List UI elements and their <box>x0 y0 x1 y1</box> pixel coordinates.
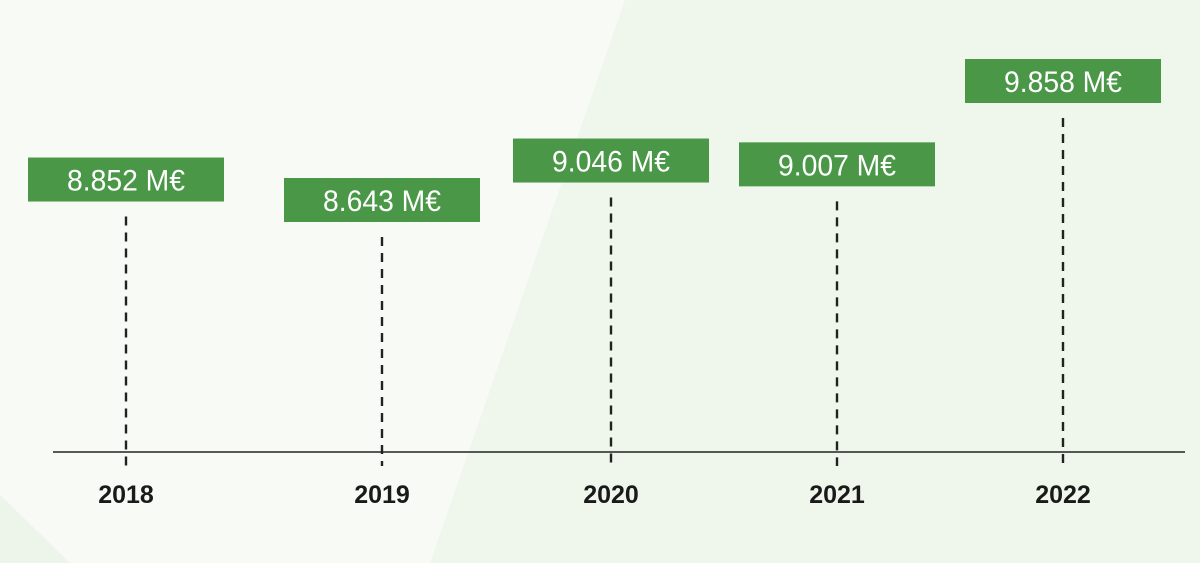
value-box-2022 <box>965 59 1161 103</box>
value-box-2018 <box>28 157 224 202</box>
value-box-2019 <box>284 178 480 222</box>
x-tick-label-2018: 2018 <box>98 481 154 509</box>
x-tick-label-2019: 2019 <box>354 481 410 509</box>
x-tick-label-2022: 2022 <box>1035 481 1091 509</box>
value-label-2022: 9.858 M€ <box>1004 66 1122 99</box>
value-label-2021: 9.007 M€ <box>778 149 896 182</box>
x-tick-label-2020: 2020 <box>583 481 639 509</box>
x-tick-label-2021: 2021 <box>809 481 865 509</box>
background-corner-shape <box>0 495 70 563</box>
value-box-2021 <box>739 142 935 187</box>
value-label-2018: 8.852 M€ <box>67 165 185 198</box>
value-label-2020: 9.046 M€ <box>552 146 670 179</box>
value-label-2019: 8.643 M€ <box>323 185 441 218</box>
value-box-2020 <box>513 138 709 183</box>
